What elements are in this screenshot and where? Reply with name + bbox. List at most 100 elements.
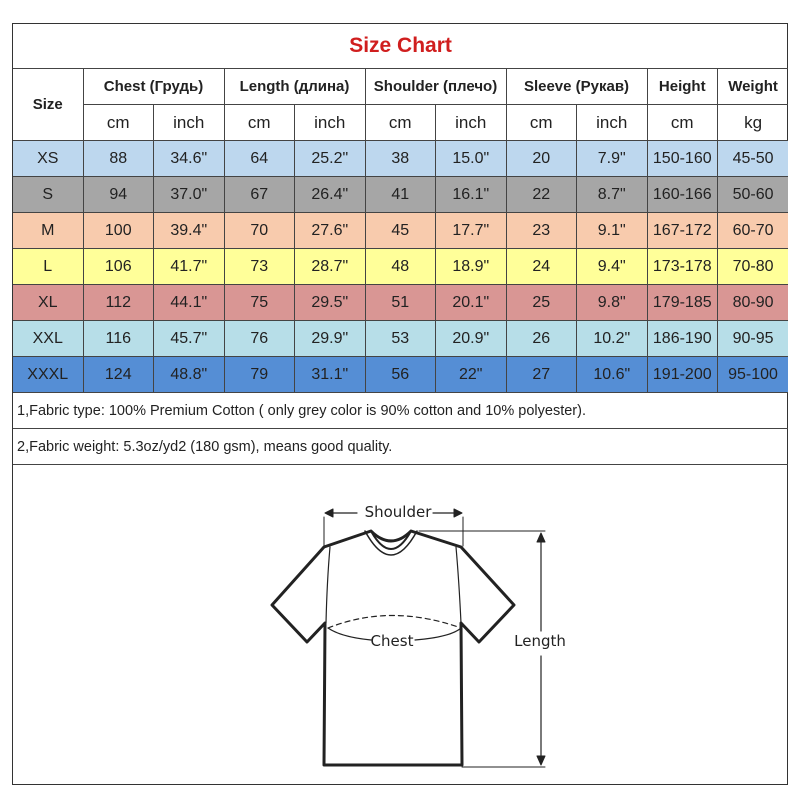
table-row: XXXL 124 48.8" 79 31.1" 56 22" 27 10.6" 191-200 95… [13,356,789,393]
value-cell: 27 [505,356,577,393]
unit-header: cm [82,104,154,141]
note-text: 1,Fabric type: 100% Premium Cotton ( onl… [13,392,789,429]
shoulder-label: Shoulder [365,503,433,521]
size-cell: M [13,212,84,249]
value-cell: 73 [223,248,295,285]
note-text: 2,Fabric weight: 5.3oz/yd2 (180 gsm), me… [13,428,789,465]
value-cell: 37.0" [153,176,225,213]
unit-header: cm [646,104,718,141]
unit-header: cm [364,104,436,141]
table-row: M 100 39.4" 70 27.6" 45 17.7" 23 9.1" 167-172 60-7… [13,212,789,249]
value-cell: 25 [505,284,577,321]
value-cell: 106 [82,248,154,285]
value-cell: 20.9" [435,320,507,357]
value-cell: 25.2" [294,140,366,177]
size-cell: XL [13,284,84,321]
value-cell: 88 [82,140,154,177]
unit-header: cm [223,104,295,141]
table-row: XL 112 44.1" 75 29.5" 51 20.1" 25 9.8" 179-185 80-… [13,284,789,321]
value-cell: 26 [505,320,577,357]
column-group-header: Sleeve (Рукав) [505,68,648,105]
value-cell: 51 [364,284,436,321]
size-table: Size Chart Size Chest (Грудь) Length (дли… [13,24,789,465]
unit-header: cm [505,104,577,141]
value-cell: 45 [364,212,436,249]
value-cell: 44.1" [153,284,225,321]
chest-label: Chest [371,632,414,650]
value-cell: 16.1" [435,176,507,213]
value-cell: 7.9" [576,140,648,177]
note-row: 1,Fabric type: 100% Premium Cotton ( onl… [13,392,789,429]
value-cell: 179-185 [646,284,718,321]
column-group-header: Height [646,68,718,105]
value-cell: 191-200 [646,356,718,393]
value-cell: 70-80 [717,248,789,285]
value-cell: 29.9" [294,320,366,357]
value-cell: 26.4" [294,176,366,213]
unit-header: inch [294,104,366,141]
value-cell: 76 [223,320,295,357]
value-cell: 90-95 [717,320,789,357]
value-cell: 31.1" [294,356,366,393]
chart-title: Size Chart [13,24,789,69]
value-cell: 116 [82,320,154,357]
value-cell: 41 [364,176,436,213]
size-cell: L [13,248,84,285]
value-cell: 20.1" [435,284,507,321]
value-cell: 24 [505,248,577,285]
column-group-header: Length (длина) [223,68,366,105]
table-row: S 94 37.0" 67 26.4" 41 16.1" 22 8.7" 160-166 50-60 [13,176,789,213]
column-group-header: Weight [717,68,789,105]
value-cell: 38 [364,140,436,177]
size-cell: XS [13,140,84,177]
value-cell: 18.9" [435,248,507,285]
value-cell: 64 [223,140,295,177]
table-row: XXL 116 45.7" 76 29.9" 53 20.9" 26 10.2" 186-190 9… [13,320,789,357]
table-row: L 106 41.7" 73 28.7" 48 18.9" 24 9.4" 173-178 70-8… [13,248,789,285]
value-cell: 186-190 [646,320,718,357]
size-cell: S [13,176,84,213]
value-cell: 150-160 [646,140,718,177]
value-cell: 95-100 [717,356,789,393]
value-cell: 41.7" [153,248,225,285]
tshirt-diagram: Shoulder Chest Length [270,503,566,768]
value-cell: 75 [223,284,295,321]
value-cell: 22" [435,356,507,393]
table-row: XS 88 34.6" 64 25.2" 38 15.0" 20 7.9" 150-160 45-5… [13,140,789,177]
value-cell: 10.6" [576,356,648,393]
value-cell: 23 [505,212,577,249]
unit-header: inch [435,104,507,141]
value-cell: 50-60 [717,176,789,213]
value-cell: 34.6" [153,140,225,177]
value-cell: 60-70 [717,212,789,249]
size-header: Size [13,68,84,141]
value-cell: 173-178 [646,248,718,285]
value-cell: 28.7" [294,248,366,285]
value-cell: 112 [82,284,154,321]
value-cell: 8.7" [576,176,648,213]
value-cell: 124 [82,356,154,393]
value-cell: 27.6" [294,212,366,249]
value-cell: 67 [223,176,295,213]
value-cell: 9.1" [576,212,648,249]
value-cell: 94 [82,176,154,213]
unit-header: inch [153,104,225,141]
value-cell: 22 [505,176,577,213]
value-cell: 79 [223,356,295,393]
column-group-header: Shoulder (плечо) [364,68,507,105]
column-group-header: Chest (Грудь) [82,68,225,105]
value-cell: 20 [505,140,577,177]
unit-header: inch [576,104,648,141]
note-row: 2,Fabric weight: 5.3oz/yd2 (180 gsm), me… [13,428,789,465]
value-cell: 45-50 [717,140,789,177]
value-cell: 70 [223,212,295,249]
value-cell: 100 [82,212,154,249]
value-cell: 9.8" [576,284,648,321]
value-cell: 80-90 [717,284,789,321]
value-cell: 9.4" [576,248,648,285]
value-cell: 160-166 [646,176,718,213]
unit-header: kg [717,104,789,141]
value-cell: 45.7" [153,320,225,357]
value-cell: 48.8" [153,356,225,393]
value-cell: 15.0" [435,140,507,177]
